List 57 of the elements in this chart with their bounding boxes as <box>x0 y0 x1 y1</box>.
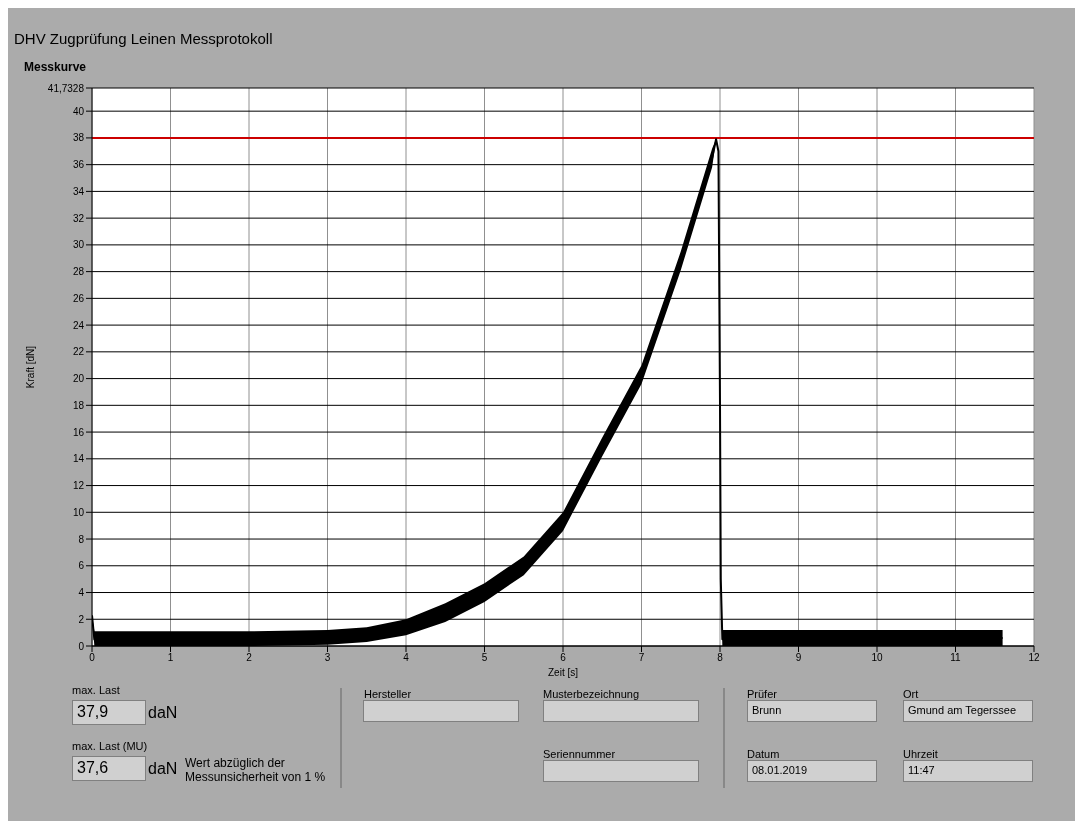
y-tick-label: 41,7328 <box>47 82 85 94</box>
text: daN <box>148 704 179 722</box>
x-tick-label: 3 <box>324 652 331 664</box>
y-axis-title: Kraft [dN] <box>24 345 36 389</box>
y-tick-label: 38 <box>72 132 85 144</box>
x-tick-label: 7 <box>638 652 645 664</box>
y-tick-label: 16 <box>72 426 85 438</box>
x-tick-label: 0 <box>89 652 96 664</box>
x-axis-title: Zeit [s] <box>547 667 579 678</box>
y-tick-label: 2 <box>78 613 85 625</box>
y-tick-label: 22 <box>72 346 85 358</box>
y-tick-label: 20 <box>72 373 85 385</box>
y-tick-label: 28 <box>72 266 85 278</box>
x-tick-label: 10 <box>871 652 883 664</box>
x-tick-label: 11 <box>950 652 962 664</box>
text: Seriennummer <box>543 748 617 760</box>
x-tick-label: 9 <box>795 652 802 664</box>
y-tick-label: 34 <box>72 185 85 197</box>
text: Hersteller <box>364 688 413 700</box>
y-tick-label: 4 <box>78 587 85 599</box>
text: daN <box>148 760 178 777</box>
text: Wert abzüglich der Messunsicherheit von 1 % <box>185 756 327 784</box>
y-tick-label: 30 <box>72 239 85 251</box>
x-tick-label: 12 <box>1028 652 1040 664</box>
text: Gmund am Tegerssee <box>903 700 1033 722</box>
text: Uhrzeit <box>903 748 939 760</box>
text: max. Last (MU) <box>72 740 149 752</box>
text: Prüfer <box>747 688 778 700</box>
x-tick-label: 6 <box>560 652 567 664</box>
x-tick-label: 1 <box>167 652 174 664</box>
y-tick-label: 18 <box>72 399 85 411</box>
chart-title: DHV Zugprüfung Leinen Messprotokoll <box>14 30 273 47</box>
x-tick-label: 2 <box>246 652 253 664</box>
text: 11:47 <box>903 760 1033 782</box>
text: Brunn <box>747 700 877 722</box>
text: Ort <box>903 688 920 700</box>
y-tick-label: 36 <box>72 159 85 171</box>
text: Datum <box>747 748 781 760</box>
y-tick-label: 10 <box>72 506 85 518</box>
x-tick-label: 5 <box>481 652 488 664</box>
x-tick-label: 4 <box>403 652 410 664</box>
y-tick-label: 24 <box>72 319 85 331</box>
y-tick-label: 6 <box>78 560 85 572</box>
text: max. Last <box>72 684 121 696</box>
y-tick-label: 40 <box>72 105 85 117</box>
text: 37,9 <box>72 700 146 725</box>
y-tick-label: 26 <box>72 292 85 304</box>
text: Musterbezeichnung <box>543 688 640 700</box>
text: 37,6 <box>72 756 146 781</box>
y-tick-label: 14 <box>72 453 85 465</box>
y-tick-label: 8 <box>78 533 85 545</box>
x-tick-label: 8 <box>717 652 724 664</box>
text: 08.01.2019 <box>747 760 877 782</box>
y-tick-label: 0 <box>78 640 85 652</box>
y-tick-label: 32 <box>72 212 85 224</box>
chart-subtitle: Messkurve <box>24 60 87 74</box>
y-tick-label: 12 <box>72 480 85 492</box>
